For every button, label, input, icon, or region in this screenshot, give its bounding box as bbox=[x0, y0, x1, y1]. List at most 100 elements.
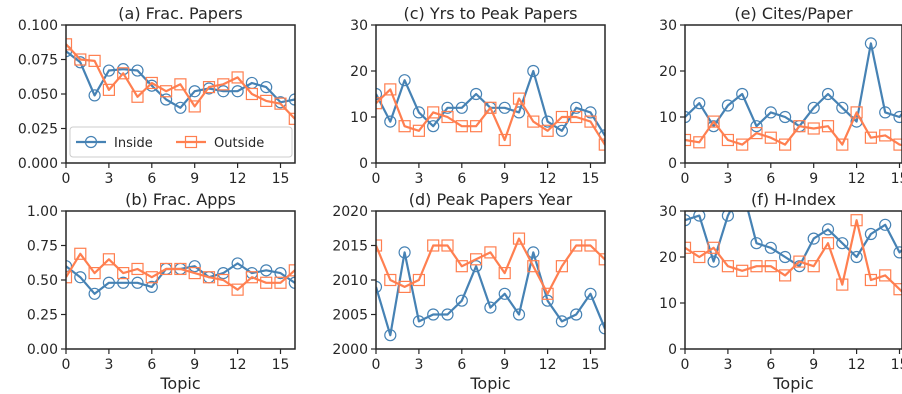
data-point bbox=[864, 227, 878, 241]
data-point bbox=[231, 71, 244, 84]
panel-title: (a) Frac. Papers bbox=[118, 4, 242, 23]
data-point bbox=[441, 239, 454, 252]
data-point bbox=[66, 38, 73, 51]
panel-b: (b) Frac. Apps 0.00 0.25 0.50 0.75 1.00 0 3 6 9 12… bbox=[27, 190, 315, 393]
legend-label: Inside bbox=[114, 136, 153, 151]
data-point bbox=[879, 129, 892, 142]
series-outside bbox=[66, 38, 295, 125]
data-point bbox=[455, 294, 468, 307]
data-point bbox=[614, 268, 625, 279]
data-point bbox=[584, 239, 597, 252]
data-point bbox=[736, 87, 749, 101]
data-point bbox=[217, 78, 230, 91]
y-tick-label: 10 bbox=[350, 110, 368, 126]
data-point bbox=[102, 276, 116, 289]
data-point bbox=[231, 257, 244, 270]
data-point bbox=[864, 37, 878, 50]
y-tick-label: 2010 bbox=[332, 273, 368, 289]
x-axis-label: Topic bbox=[469, 374, 510, 393]
data-point bbox=[807, 101, 820, 114]
data-point bbox=[584, 106, 597, 119]
x-tick-label: 9 bbox=[190, 357, 199, 373]
data-point bbox=[807, 122, 820, 135]
x-tick-label: 12 bbox=[848, 171, 866, 187]
x-tick-label: 0 bbox=[372, 171, 381, 187]
data-point bbox=[412, 273, 425, 287]
y-tick-label: 0.75 bbox=[27, 239, 58, 255]
plot-area bbox=[66, 38, 295, 125]
data-point bbox=[88, 267, 101, 280]
x-tick-label: 9 bbox=[809, 357, 818, 373]
series-line bbox=[685, 219, 902, 294]
data-point bbox=[512, 92, 526, 105]
x-tick-label: 0 bbox=[372, 357, 381, 373]
panel-title: (c) Yrs to Peak Papers bbox=[403, 4, 577, 23]
data-point bbox=[541, 287, 554, 300]
data-point bbox=[441, 101, 454, 114]
data-point bbox=[721, 260, 735, 273]
y-tick-label: 0.000 bbox=[18, 156, 58, 172]
panel-a: (a) Frac. Papers 0.000 0.025 0.050 0.075 0.10… bbox=[18, 4, 296, 187]
data-point bbox=[188, 267, 201, 280]
data-point bbox=[707, 241, 720, 254]
x-tick-label: 3 bbox=[104, 171, 113, 187]
data-point bbox=[879, 269, 892, 282]
data-point bbox=[764, 241, 777, 254]
x-tick-label: 0 bbox=[62, 171, 71, 187]
data-point bbox=[412, 124, 425, 137]
series-inside bbox=[376, 246, 605, 342]
data-point bbox=[260, 264, 273, 277]
series-line bbox=[376, 251, 605, 337]
x-tick-label: 3 bbox=[414, 171, 423, 187]
y-tick-label: 2015 bbox=[332, 239, 368, 255]
data-point bbox=[188, 100, 201, 113]
data-point bbox=[512, 232, 526, 245]
x-tick-label: 6 bbox=[147, 357, 156, 373]
data-point bbox=[736, 264, 749, 277]
panel-title: (d) Peak Papers Year bbox=[409, 190, 573, 209]
data-point bbox=[864, 273, 878, 287]
data-point bbox=[721, 133, 735, 147]
series-outside bbox=[376, 232, 625, 300]
data-point bbox=[750, 260, 763, 273]
data-point bbox=[527, 260, 540, 273]
data-point bbox=[427, 308, 440, 321]
legend-marker bbox=[84, 135, 98, 149]
data-point bbox=[685, 241, 692, 254]
data-point bbox=[793, 120, 806, 133]
data-point bbox=[893, 110, 902, 124]
data-point bbox=[693, 211, 706, 222]
series-line bbox=[66, 262, 295, 295]
panel-title: (b) Frac. Apps bbox=[125, 190, 236, 209]
y-tick-label: 0 bbox=[668, 342, 677, 358]
data-point bbox=[412, 106, 425, 119]
data-point bbox=[850, 250, 863, 264]
x-tick-label: 6 bbox=[766, 357, 775, 373]
data-point bbox=[131, 90, 144, 103]
data-point bbox=[570, 101, 583, 114]
y-tick-label: 0.050 bbox=[18, 87, 58, 103]
data-point bbox=[721, 211, 734, 222]
axes-frame bbox=[684, 210, 902, 350]
series-line bbox=[685, 111, 902, 147]
y-tick-label: 10 bbox=[659, 296, 677, 312]
data-point bbox=[879, 218, 892, 231]
data-point bbox=[427, 239, 440, 252]
series-line bbox=[376, 237, 605, 295]
data-point bbox=[721, 99, 735, 112]
data-point bbox=[217, 85, 230, 98]
data-point bbox=[398, 280, 411, 293]
data-point bbox=[541, 115, 554, 128]
y-tick-label: 0.100 bbox=[18, 18, 58, 34]
data-point bbox=[836, 278, 849, 291]
series-inside bbox=[66, 45, 295, 114]
data-point bbox=[821, 237, 835, 250]
series-line bbox=[66, 252, 295, 291]
data-point bbox=[304, 268, 315, 279]
data-point bbox=[778, 138, 792, 151]
y-tick-label: 0.25 bbox=[27, 308, 58, 324]
data-point bbox=[174, 101, 187, 114]
data-point bbox=[685, 133, 692, 147]
data-point bbox=[384, 115, 397, 128]
series-outside bbox=[685, 214, 902, 296]
